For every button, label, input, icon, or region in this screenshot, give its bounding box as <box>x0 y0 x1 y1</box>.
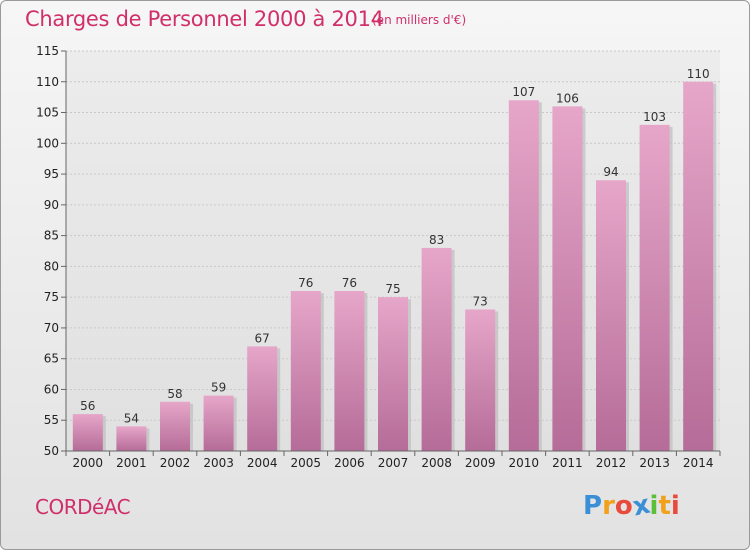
logo-letter: P <box>583 491 603 521</box>
y-tick-label: 100 <box>36 136 59 150</box>
x-tick-label-2009: 2009 <box>465 456 496 470</box>
x-tick-label-2002: 2002 <box>160 456 191 470</box>
x-tick-label-2013: 2013 <box>639 456 670 470</box>
bar-2011 <box>552 106 583 451</box>
x-tick-label-2012: 2012 <box>596 456 627 470</box>
bar-2010 <box>508 100 539 451</box>
bar-2002 <box>160 401 190 451</box>
logo-letter: r <box>602 491 615 521</box>
x-tick-label-2010: 2010 <box>509 456 540 470</box>
logo-letter: i <box>649 491 659 521</box>
x-tick-label-2003: 2003 <box>203 456 234 470</box>
y-tick-label: 75 <box>44 290 59 304</box>
bar-2006 <box>334 291 365 451</box>
unit-note: (en milliers d'€) <box>372 13 467 27</box>
y-tick-label: 55 <box>44 413 59 427</box>
y-tick-label: 80 <box>44 259 59 273</box>
bar-2008 <box>421 247 452 451</box>
y-tick-label: 115 <box>36 44 59 58</box>
x-tick-label-2007: 2007 <box>378 456 409 470</box>
x-tick-label-2011: 2011 <box>552 456 583 470</box>
x-tick-label-2006: 2006 <box>334 456 365 470</box>
bar-2012 <box>596 180 626 451</box>
y-tick-label: 95 <box>44 167 59 181</box>
x-tick-label-2005: 2005 <box>291 456 322 470</box>
proxiti-logo: Proxiti <box>583 490 680 523</box>
value-label-2003: 59 <box>211 381 226 395</box>
y-tick-label: 70 <box>44 321 59 335</box>
y-tick-label: 85 <box>44 229 59 243</box>
x-tick-label-2008: 2008 <box>421 456 452 470</box>
value-label-2008: 83 <box>429 233 444 247</box>
value-label-2010: 107 <box>512 85 535 99</box>
value-label-2014: 110 <box>687 67 710 81</box>
value-label-2007: 75 <box>385 282 400 296</box>
value-label-2006: 76 <box>342 276 357 290</box>
y-tick-label: 65 <box>44 352 59 366</box>
x-tick-label-2004: 2004 <box>247 456 278 470</box>
bar-2009 <box>465 309 496 451</box>
y-tick-label: 60 <box>44 382 59 396</box>
value-label-2009: 73 <box>473 294 488 308</box>
value-label-2012: 94 <box>603 165 618 179</box>
x-tick-label-2000: 2000 <box>73 456 104 470</box>
bar-2014 <box>683 81 714 452</box>
y-tick-label: 105 <box>36 106 59 120</box>
y-tick-label: 50 <box>44 444 59 458</box>
bar-2005 <box>290 291 321 451</box>
bar-2001 <box>116 426 147 451</box>
bar-2003 <box>203 395 234 451</box>
x-tick-label-2014: 2014 <box>683 456 714 470</box>
bar-2013 <box>639 124 670 451</box>
chart-title: Charges de Personnel 2000 à 2014 <box>25 7 384 31</box>
value-label-2002: 58 <box>167 387 182 401</box>
logo-letter: i <box>670 491 680 521</box>
value-label-2005: 76 <box>298 276 313 290</box>
value-label-2013: 103 <box>643 110 666 124</box>
x-tick-label-2001: 2001 <box>116 456 147 470</box>
logo-letter: t <box>658 491 671 521</box>
value-label-2000: 56 <box>80 399 95 413</box>
logo-letter: o <box>614 491 633 521</box>
value-label-2011: 106 <box>556 91 579 105</box>
place-name: CORDéAC <box>35 495 131 519</box>
bar-2004 <box>247 346 278 451</box>
y-tick-label: 90 <box>44 198 59 212</box>
bar-2007 <box>378 297 408 451</box>
value-label-2001: 54 <box>124 411 139 425</box>
y-tick-label: 110 <box>36 75 59 89</box>
value-label-2004: 67 <box>255 331 270 345</box>
bar-2000 <box>72 414 103 451</box>
